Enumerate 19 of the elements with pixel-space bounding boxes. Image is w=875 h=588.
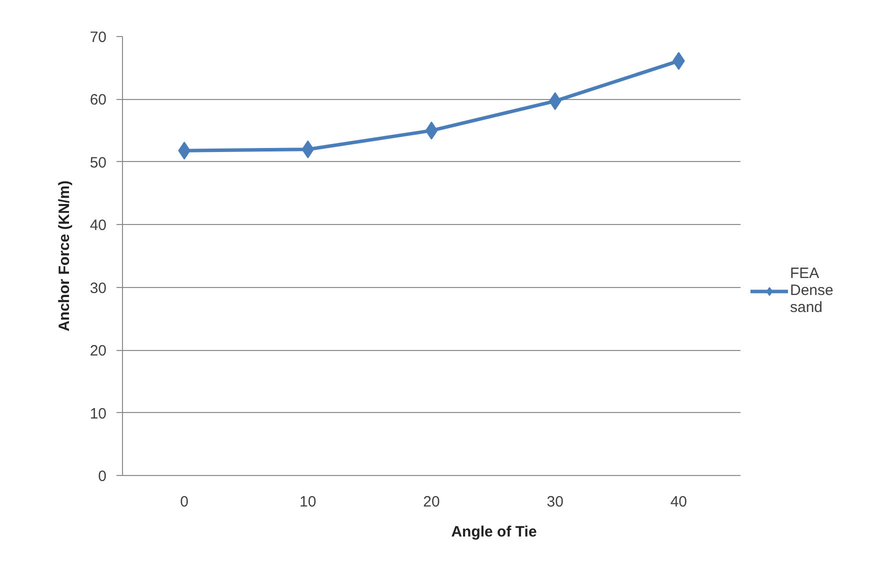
y-tick-label: 50 xyxy=(90,154,107,172)
y-tick-label: 70 xyxy=(90,29,107,46)
x-tick-label: 10 xyxy=(300,494,316,510)
point xyxy=(302,140,314,158)
x-tick-label: 40 xyxy=(670,494,688,510)
x-axis-title: Angle of Tie xyxy=(451,524,537,540)
y-axis-title: Anchor Force (KN/m) xyxy=(56,180,73,332)
y-tick-label: 40 xyxy=(90,217,107,234)
point xyxy=(425,122,438,140)
y-tick-label: 20 xyxy=(90,342,107,360)
legend-label: FEA Dense sand xyxy=(790,265,834,316)
point xyxy=(548,92,562,110)
x-tick-label: 30 xyxy=(546,494,564,510)
y-tick-label: 30 xyxy=(90,280,107,297)
y-tick-label: 0 xyxy=(98,468,106,485)
y-tick-label: 10 xyxy=(90,405,107,422)
y-tick-label: 60 xyxy=(90,92,107,109)
x-tick-label: 20 xyxy=(423,494,440,510)
x-tick-label: 0 xyxy=(180,494,188,510)
